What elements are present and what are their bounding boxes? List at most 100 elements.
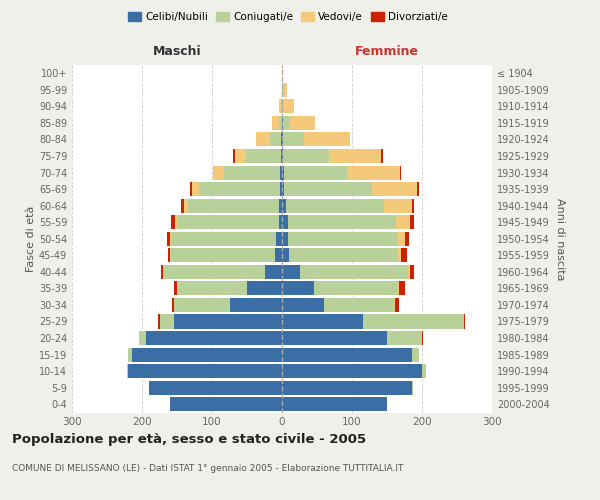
Bar — [287, 215, 396, 229]
Bar — [214, 166, 224, 179]
Bar — [282, 282, 314, 296]
Bar — [173, 298, 229, 312]
Bar — [199, 182, 280, 196]
Bar — [181, 198, 184, 212]
Bar — [395, 298, 399, 312]
Bar — [128, 364, 282, 378]
Bar — [398, 282, 399, 296]
Bar — [271, 116, 278, 130]
Bar — [281, 100, 282, 114]
Bar — [324, 298, 394, 312]
Bar — [280, 166, 282, 179]
Bar — [172, 215, 175, 229]
Bar — [270, 132, 281, 146]
Bar — [412, 348, 419, 362]
Bar — [229, 298, 282, 312]
Bar — [278, 198, 282, 212]
Bar — [408, 265, 410, 279]
Bar — [282, 116, 283, 130]
Bar — [190, 182, 193, 196]
Bar — [282, 298, 324, 312]
Bar — [281, 132, 282, 146]
Bar — [282, 198, 286, 212]
Bar — [400, 166, 401, 179]
Bar — [383, 198, 412, 212]
Bar — [278, 116, 282, 130]
Bar — [275, 248, 282, 262]
Bar — [399, 282, 404, 296]
Bar — [245, 149, 281, 163]
Bar — [172, 232, 277, 246]
Bar — [281, 149, 282, 163]
Bar — [394, 298, 395, 312]
Bar — [282, 83, 283, 97]
Bar — [347, 166, 400, 179]
Bar — [412, 380, 413, 394]
Bar — [161, 265, 163, 279]
Text: Maschi: Maschi — [152, 46, 202, 59]
Bar — [247, 282, 282, 296]
Bar — [410, 215, 413, 229]
Bar — [283, 116, 290, 130]
Bar — [280, 182, 282, 196]
Bar — [163, 265, 265, 279]
Bar — [282, 182, 284, 196]
Bar — [282, 314, 362, 328]
Bar — [256, 132, 270, 146]
Bar — [314, 282, 398, 296]
Bar — [149, 380, 282, 394]
Bar — [286, 198, 383, 212]
Bar — [278, 215, 282, 229]
Bar — [187, 198, 278, 212]
Text: Femmine: Femmine — [355, 46, 419, 59]
Bar — [277, 232, 282, 246]
Bar — [398, 232, 405, 246]
Bar — [170, 248, 275, 262]
Bar — [283, 100, 294, 114]
Bar — [284, 166, 347, 179]
Bar — [290, 116, 315, 130]
Bar — [224, 166, 280, 179]
Bar — [412, 198, 413, 212]
Bar — [170, 397, 282, 411]
Bar — [282, 348, 412, 362]
Bar — [283, 83, 287, 97]
Bar — [382, 149, 383, 163]
Bar — [235, 149, 245, 163]
Bar — [282, 380, 412, 394]
Bar — [193, 182, 199, 196]
Bar — [396, 215, 410, 229]
Bar — [287, 232, 398, 246]
Bar — [282, 149, 283, 163]
Bar — [127, 364, 128, 378]
Bar — [282, 215, 287, 229]
Bar — [283, 132, 304, 146]
Bar — [422, 364, 425, 378]
Bar — [387, 331, 422, 345]
Bar — [284, 182, 371, 196]
Bar — [168, 248, 170, 262]
Bar — [282, 66, 283, 80]
Bar — [265, 265, 282, 279]
Bar — [371, 182, 417, 196]
Bar — [417, 182, 419, 196]
Bar — [282, 364, 422, 378]
Bar — [282, 265, 299, 279]
Bar — [279, 100, 281, 114]
Bar — [172, 298, 173, 312]
Bar — [158, 314, 160, 328]
Bar — [177, 282, 247, 296]
Bar — [173, 314, 282, 328]
Bar — [175, 215, 177, 229]
Bar — [422, 331, 424, 345]
Bar — [362, 314, 464, 328]
Bar — [283, 149, 329, 163]
Bar — [282, 248, 289, 262]
Bar — [282, 331, 387, 345]
Bar — [464, 314, 466, 328]
Bar — [146, 331, 282, 345]
Bar — [299, 265, 408, 279]
Y-axis label: Fasce di età: Fasce di età — [26, 206, 36, 272]
Bar — [329, 149, 382, 163]
Bar — [282, 232, 287, 246]
